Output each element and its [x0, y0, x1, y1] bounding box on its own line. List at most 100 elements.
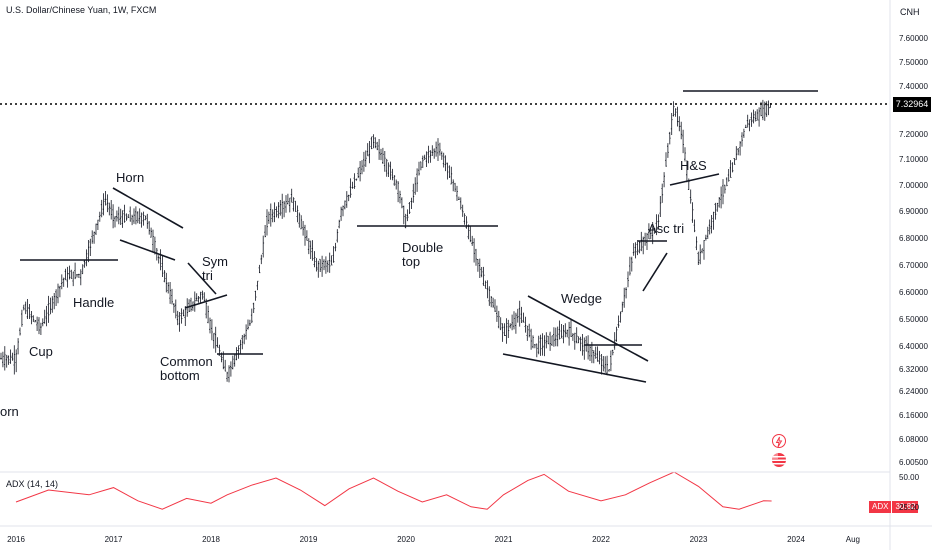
price-bar: [670, 113, 673, 135]
annotation-cup: Cup: [29, 344, 53, 359]
price-bar: [163, 270, 166, 283]
price-bar: [370, 136, 373, 150]
price-bar: [199, 291, 202, 304]
price-bar: [667, 143, 669, 158]
lightning-icon[interactable]: [772, 434, 786, 448]
price-bar: [173, 303, 175, 313]
price-bar: [490, 296, 493, 308]
price-bar: [91, 230, 94, 244]
price-bar: [554, 327, 557, 347]
price-bar: [64, 268, 67, 281]
price-bar: [95, 223, 97, 235]
price-bar: [368, 141, 371, 164]
price-bar: [5, 354, 8, 368]
price-bar: [142, 211, 145, 226]
price-bar: [560, 324, 563, 339]
price-bar: [60, 274, 63, 290]
price-bar: [562, 325, 565, 344]
price-bar: [414, 177, 417, 195]
price-bar: [602, 356, 605, 372]
currency-label[interactable]: CNH: [900, 7, 920, 17]
price-bar: [59, 285, 61, 298]
price-bar: [522, 312, 525, 323]
price-bar: [619, 311, 622, 323]
price-bar: [611, 349, 614, 356]
price-bar: [454, 182, 456, 192]
price-bar: [76, 274, 78, 278]
price-bar: [705, 234, 707, 241]
price-bar: [480, 267, 483, 278]
price-bar: [313, 251, 316, 268]
price-bar: [0, 352, 2, 360]
price-bar: [275, 206, 278, 218]
price-bar: [351, 181, 354, 189]
wedge-lower-line: [502, 353, 647, 383]
price-bar: [627, 271, 629, 288]
price-bar: [140, 212, 143, 228]
price-bar: [471, 235, 474, 246]
price-bar: [604, 356, 607, 373]
price-bar: [98, 211, 101, 222]
annotation-double-top: Double top: [402, 240, 444, 269]
price-bar: [17, 338, 19, 355]
price-bar: [596, 346, 599, 362]
indicator-title: ADX (14, 14): [6, 479, 59, 489]
price-bar: [570, 320, 572, 337]
price-bar: [26, 299, 29, 319]
price-bar: [648, 223, 650, 240]
price-bar: [93, 231, 95, 244]
price-bar: [188, 299, 190, 312]
price-bar: [311, 240, 314, 261]
price-bar: [425, 151, 428, 167]
price-bar: [226, 371, 228, 382]
wedge-upper-line: [527, 295, 649, 362]
price-bar: [243, 333, 246, 345]
price-bar: [340, 206, 342, 221]
price-bar: [212, 332, 215, 349]
price-bar: [497, 310, 500, 329]
price-bar: [57, 283, 59, 304]
price-bar: [691, 202, 694, 223]
price-bar: [53, 293, 56, 310]
price-bar: [410, 197, 413, 209]
price-bar: [165, 272, 168, 293]
price-bar: [746, 114, 749, 128]
sym-tri-lower-line: [184, 294, 228, 309]
price-bar: [36, 316, 38, 331]
price-bar: [408, 202, 411, 214]
price-bar: [543, 335, 546, 357]
price-bar: [262, 235, 265, 258]
price-tick-label: 7.40000: [899, 82, 928, 91]
price-bar: [653, 228, 656, 234]
price-bar: [15, 349, 18, 373]
annotation-common-bottom: Common bottom: [160, 354, 213, 383]
price-bar: [492, 297, 494, 308]
price-bar: [256, 280, 259, 291]
price-bar: [144, 215, 147, 221]
price-bar: [349, 178, 352, 198]
price-bar: [513, 311, 515, 330]
price-bar: [754, 111, 757, 122]
price-bar: [686, 160, 688, 183]
price-bar: [735, 146, 738, 161]
price-bar: [494, 299, 496, 312]
price-bar: [258, 264, 261, 274]
price-bar: [625, 287, 627, 299]
price-bar: [608, 369, 610, 372]
price-bar: [300, 215, 303, 230]
price-bar: [420, 161, 422, 171]
price-bar: [439, 142, 441, 156]
price-bar: [116, 210, 118, 222]
price-bar: [201, 290, 204, 300]
time-tick-label: Aug: [845, 535, 860, 544]
price-bar: [461, 204, 464, 217]
price-bar: [216, 337, 219, 348]
price-bar: [501, 323, 504, 342]
price-bar: [249, 319, 251, 326]
price-bar: [269, 203, 272, 227]
price-bar: [649, 229, 652, 240]
price-bar: [564, 323, 567, 338]
us-flag-icon[interactable]: [772, 453, 786, 467]
annotation-horn: Horn: [116, 170, 145, 185]
